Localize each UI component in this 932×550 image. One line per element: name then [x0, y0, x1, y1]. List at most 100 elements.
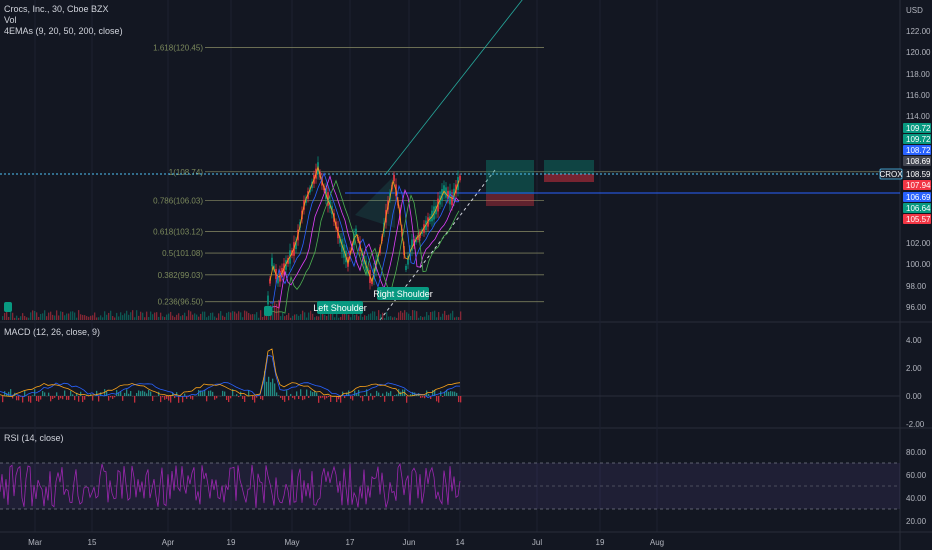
price-badge [903, 156, 931, 166]
volume-bar [204, 311, 206, 320]
macd-histogram-bar [338, 396, 340, 400]
volume-bar [112, 316, 114, 320]
volume-bar [4, 312, 6, 320]
volume-bar [272, 303, 274, 320]
macd-histogram-bar [76, 392, 78, 396]
volume-bar [62, 311, 64, 320]
macd-histogram-bar [302, 396, 304, 401]
volume-bar [240, 312, 242, 320]
volume-bar [230, 312, 232, 320]
macd-histogram-bar [452, 391, 454, 396]
macd-histogram-bar [212, 391, 214, 396]
macd-histogram-bar [72, 394, 74, 396]
macd-histogram-bar [204, 389, 206, 396]
macd-histogram-bar [298, 396, 300, 400]
ema-line [269, 165, 460, 283]
macd-histogram-bar [400, 391, 402, 396]
volume-bar [142, 312, 144, 320]
candle-body [339, 236, 341, 244]
volume-bar [316, 316, 318, 320]
macd-histogram-bar [242, 396, 244, 399]
time-axis-tick: 15 [88, 538, 97, 547]
volume-bar [394, 316, 396, 320]
macd-histogram-bar [424, 396, 426, 399]
symbol-legend[interactable]: Crocs, Inc., 30, Cboe BZX Vol 4EMAs (9, … [4, 4, 123, 37]
macd-histogram-bar [308, 396, 310, 398]
time-axis-tick: Apr [162, 538, 175, 547]
volume-bar [214, 316, 216, 320]
volume-bar [364, 315, 366, 320]
volume-bar [430, 312, 432, 320]
volume-bar [392, 317, 394, 320]
macd-histogram-bar [252, 396, 254, 400]
volume-bar [52, 314, 54, 320]
macd-histogram-bar [158, 391, 160, 396]
macd-histogram-bar [88, 396, 90, 397]
macd-histogram-bar [350, 396, 352, 399]
macd-histogram-bar [284, 396, 286, 402]
macd-histogram-bar [62, 396, 64, 400]
volume-bar [56, 310, 58, 320]
macd-histogram-bar [136, 392, 138, 396]
macd-histogram-bar [80, 391, 82, 396]
volume-bar [168, 313, 170, 320]
macd-histogram-bar [322, 396, 324, 398]
macd-histogram-bar [290, 393, 292, 396]
volume-bar [418, 317, 420, 320]
volume-bar [372, 311, 374, 320]
candle-body [393, 174, 395, 182]
volume-bar [282, 312, 284, 320]
volume-bar [244, 310, 246, 320]
volume-bar [84, 315, 86, 320]
macd-histogram-bar [362, 396, 364, 402]
volume-bar [146, 311, 148, 320]
volume-bar [354, 314, 356, 320]
macd-histogram-bar [320, 396, 322, 399]
candle-body [405, 265, 407, 271]
macd-histogram-bar [434, 389, 436, 396]
candle-body [447, 190, 449, 200]
macd-histogram-bar [300, 389, 302, 396]
fib-level-label: 1.618(120.45) [153, 43, 203, 52]
volume-bar [22, 313, 24, 320]
macd-histogram-bar [372, 396, 374, 400]
price-badge [903, 180, 931, 190]
volume-bar [322, 310, 324, 320]
macd-histogram-bar [152, 396, 154, 401]
price-badge [903, 145, 931, 155]
volume-bar [98, 317, 100, 320]
volume-bar [370, 313, 372, 320]
price-badge-value: 109.72 [906, 124, 931, 133]
candle-body [445, 187, 447, 198]
volume-bar [132, 310, 134, 320]
macd-title[interactable]: MACD (12, 26, close, 9) [4, 327, 101, 337]
rsi-axis-tick: 20.00 [906, 517, 927, 526]
volume-bar [122, 315, 124, 320]
volume-bar [74, 312, 76, 320]
volume-bar [66, 313, 68, 320]
macd-histogram-bar [200, 390, 202, 396]
volume-bar [318, 316, 320, 320]
macd-histogram-bar [50, 396, 52, 402]
macd-line [0, 348, 461, 398]
rsi-title[interactable]: RSI (14, close) [4, 433, 64, 443]
macd-histogram-bar [318, 396, 320, 403]
price-badge-value: 106.69 [906, 193, 931, 202]
macd-histogram-bar [92, 396, 94, 401]
macd-histogram-bar [458, 396, 460, 403]
macd-histogram-bar [266, 381, 268, 396]
volume-bar [114, 317, 116, 320]
ema-legend: 4EMAs (9, 20, 50, 200, close) [4, 26, 123, 36]
volume-bar [366, 315, 368, 320]
candle-body [459, 175, 461, 181]
volume-bar [180, 316, 182, 320]
macd-histogram-bar [208, 390, 210, 396]
macd-histogram-bar [352, 396, 354, 401]
volume-bar [388, 316, 390, 320]
price-axis-tick: 102.00 [906, 239, 931, 248]
volume-bar [404, 310, 406, 320]
macd-axis-tick: 2.00 [906, 364, 922, 373]
volume-bar [38, 316, 40, 320]
